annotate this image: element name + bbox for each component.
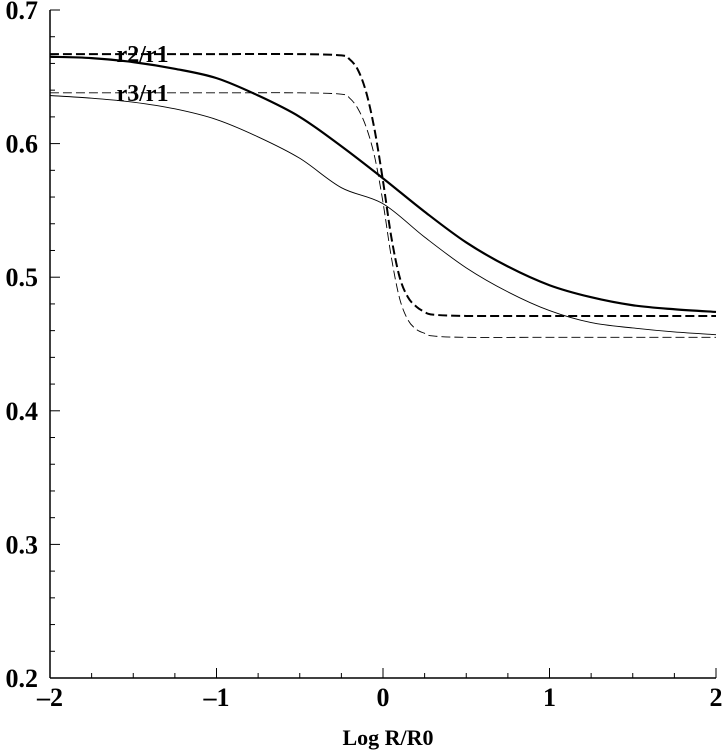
annotation-label-2: r3/r1	[117, 81, 169, 107]
x-axis-title: Log R/R0	[342, 725, 433, 750]
series-line-1	[49, 55, 717, 314]
x-tick-label: 2	[710, 683, 723, 712]
y-ticks: 0.2 0.3 0.4 0.5 0.6 0.7	[6, 0, 60, 693]
x-ticks: –2 –1 0 1 2	[36, 668, 723, 712]
y-tick-label: 0.5	[6, 263, 39, 292]
y-tick-label: 0.4	[6, 397, 39, 426]
annotation-label-1: r2/r1	[117, 42, 169, 68]
series-line-3	[50, 52, 716, 318]
annotations: r2/r1 r3/r1	[117, 42, 169, 107]
x-tick-label: 0	[377, 683, 390, 712]
y-tick-label: 0.6	[6, 130, 39, 159]
series-group	[49, 52, 717, 338]
x-tick-label: 1	[543, 683, 556, 712]
x-tick-label: –1	[203, 683, 230, 712]
x-tick-label: –2	[36, 683, 63, 712]
y-tick-label: 0.3	[6, 530, 39, 559]
series-line-4	[50, 92, 716, 338]
series-line-2	[49, 95, 717, 336]
y-tick-label: 0.2	[6, 664, 39, 693]
axes	[49, 10, 716, 679]
y-tick-label: 0.7	[6, 0, 39, 25]
